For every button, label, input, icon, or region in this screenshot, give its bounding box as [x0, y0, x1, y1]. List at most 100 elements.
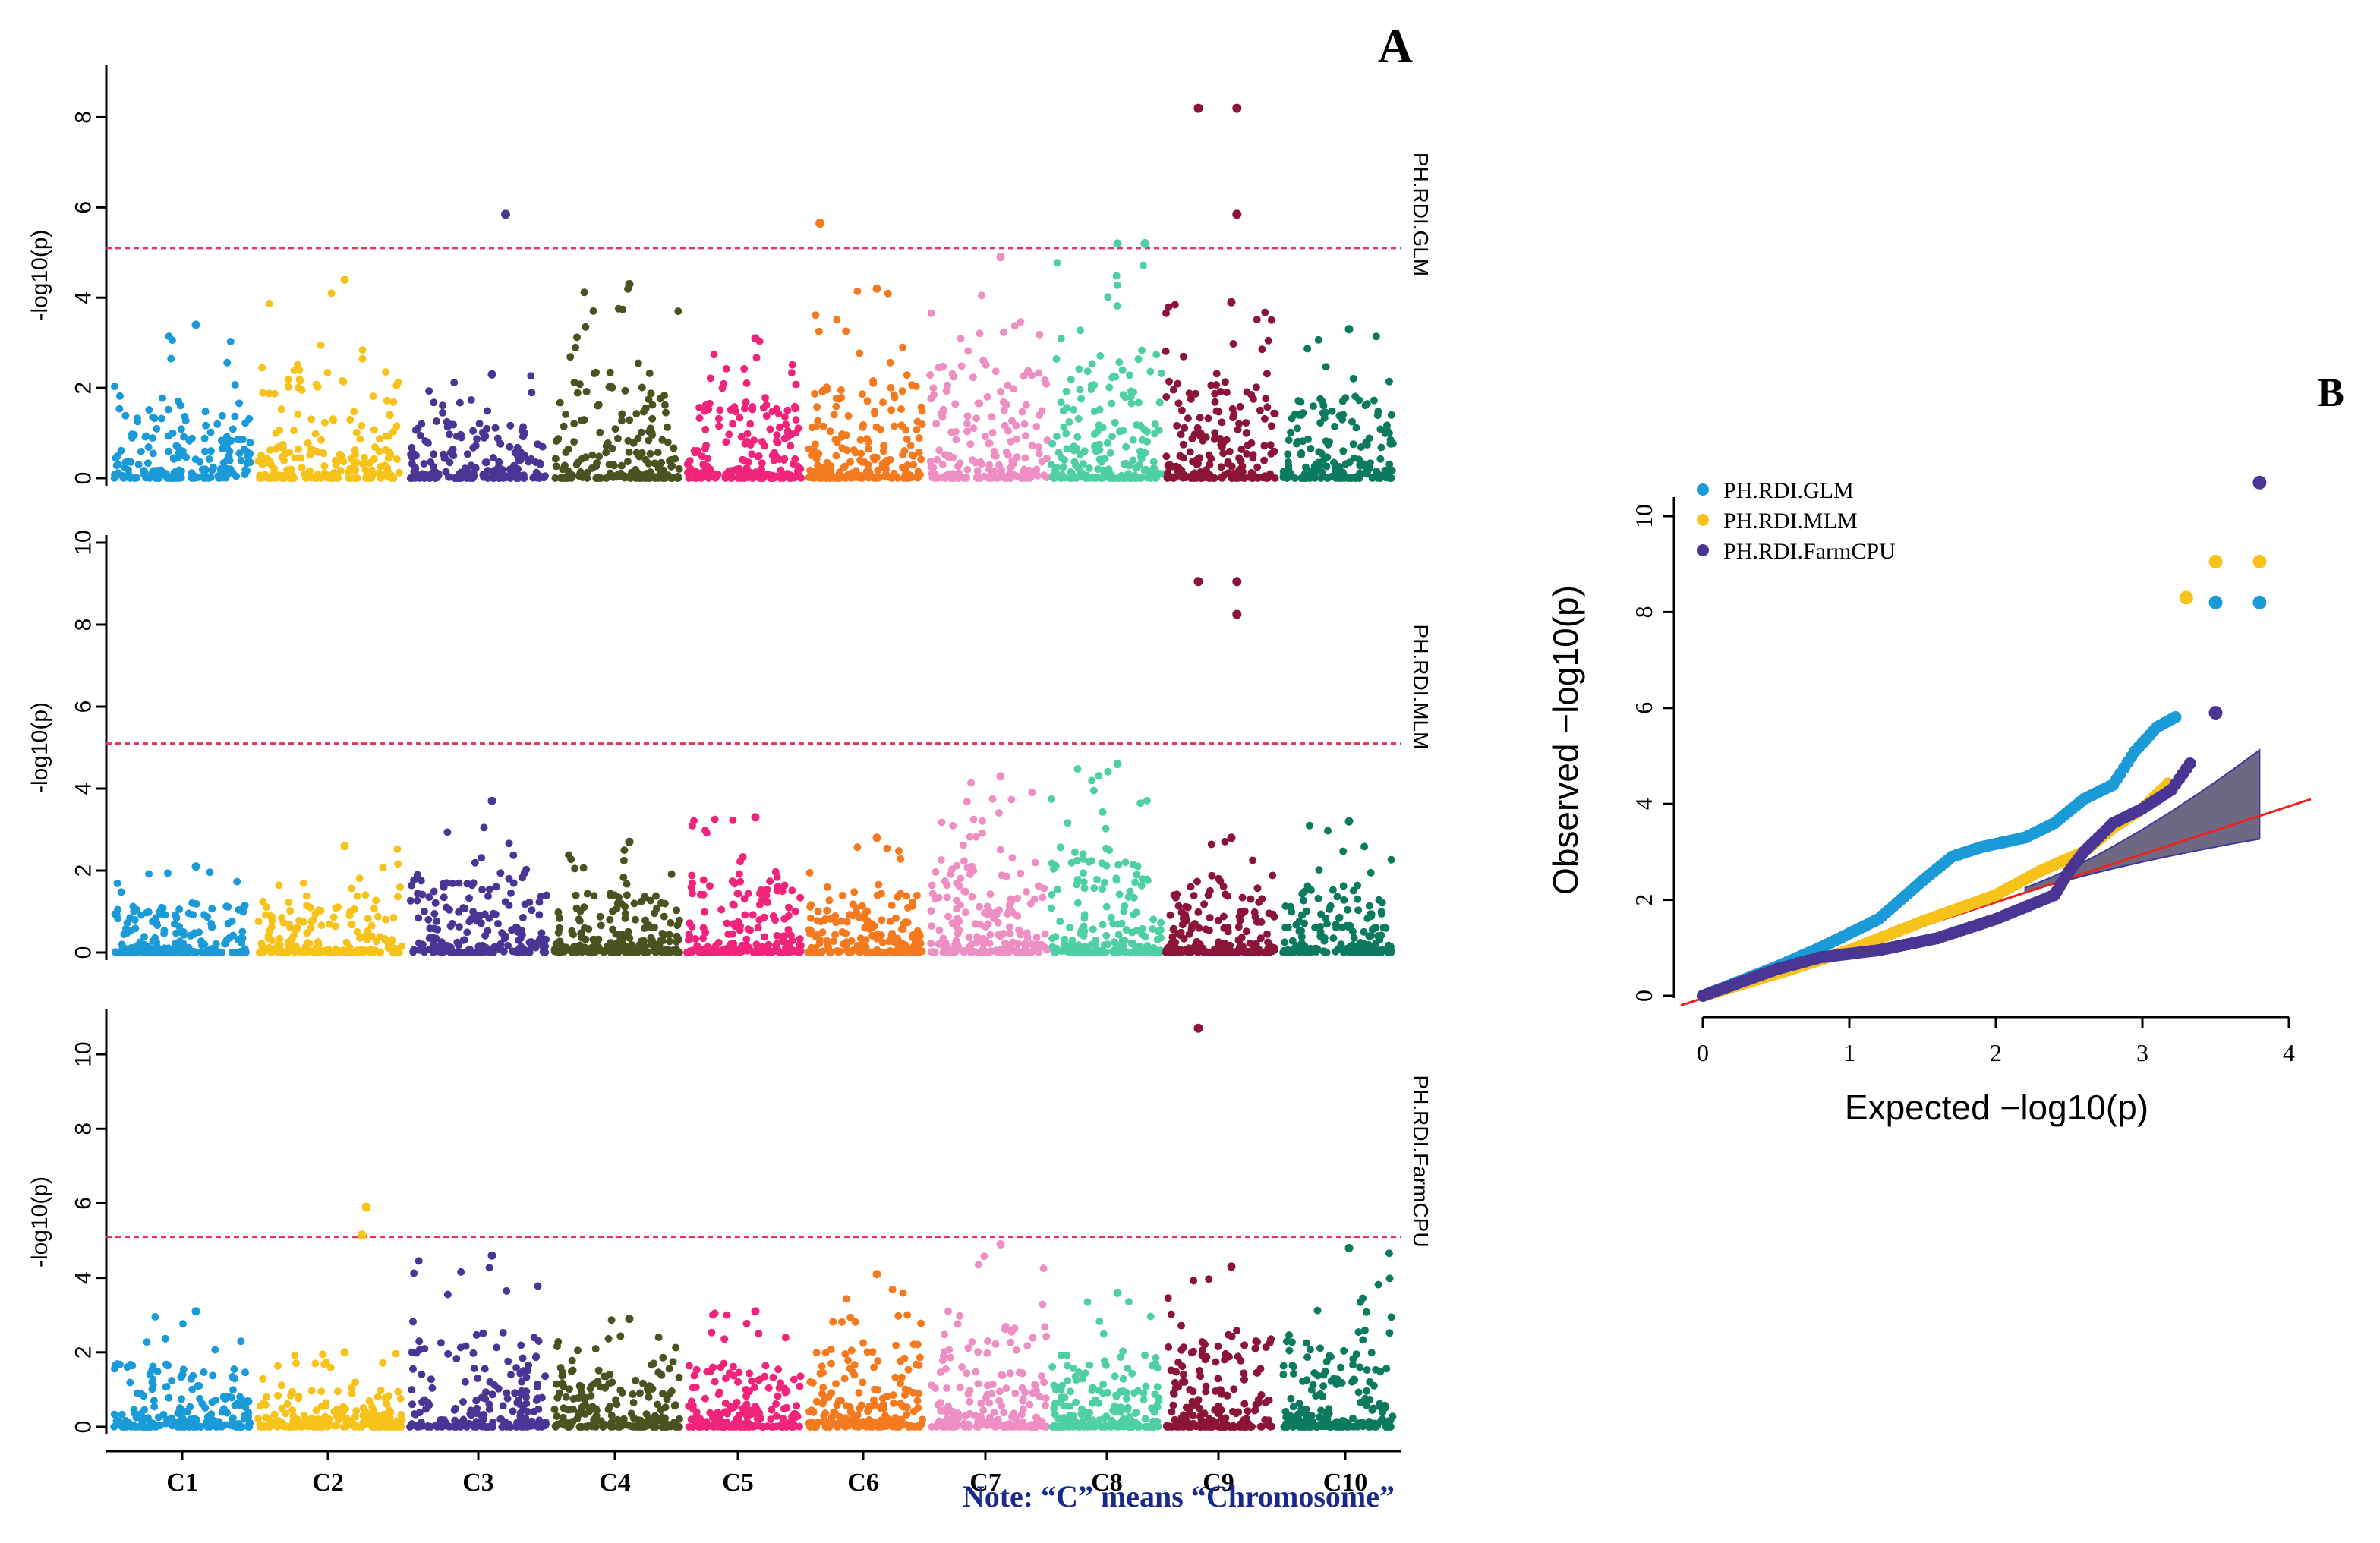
snp-point [284, 938, 292, 946]
snp-point [964, 347, 972, 355]
snp-point [408, 1348, 416, 1356]
snp-point [739, 1409, 747, 1417]
snp-point [133, 474, 140, 482]
snp-point [1360, 842, 1369, 851]
y-tick-label: 8 [71, 1123, 96, 1135]
snp-point [1049, 864, 1058, 873]
snp-point [695, 414, 704, 422]
snp-point [1087, 857, 1095, 865]
snp-point [393, 1417, 401, 1425]
snp-point [455, 923, 463, 931]
snp-point [952, 937, 960, 945]
snp-point [659, 1353, 667, 1362]
snp-point [1059, 463, 1067, 471]
snp-point [898, 387, 906, 395]
snp-point [1157, 369, 1165, 377]
snp-point [832, 452, 840, 460]
chromosome-C4-points [551, 279, 683, 482]
snp-point [1054, 449, 1063, 457]
snp-point [430, 450, 438, 458]
snp-point [941, 451, 949, 459]
snp-point [830, 937, 838, 946]
snp-point [358, 354, 367, 363]
snp-point [954, 462, 962, 471]
snp-point [562, 1393, 570, 1401]
snp-point [455, 879, 463, 887]
chromosome-C7-points [927, 772, 1051, 956]
snp-point [1242, 927, 1250, 936]
snp-point [1063, 445, 1071, 453]
snp-point [570, 420, 578, 428]
snp-point [729, 420, 737, 428]
snp-point [844, 1356, 852, 1365]
snp-point [471, 858, 479, 867]
snp-point [246, 439, 254, 447]
snp-point [1314, 894, 1322, 902]
snp-point [1376, 455, 1385, 463]
chromosome-C3-points [406, 796, 550, 956]
snp-point [1219, 912, 1228, 921]
snp-point [814, 907, 822, 915]
snp-point [734, 890, 742, 898]
snp-point [988, 795, 997, 803]
snp-point [237, 1337, 245, 1346]
snp-point [179, 1320, 187, 1328]
snp-point [1340, 896, 1348, 904]
snp-point [583, 890, 591, 898]
chromosome-C7-points [926, 253, 1051, 482]
snp-point [210, 948, 218, 956]
snp-point [730, 880, 739, 888]
snp-point [1356, 461, 1364, 469]
snp-point [1080, 878, 1088, 886]
snp-point [351, 1378, 360, 1387]
snp-point [1133, 862, 1142, 871]
snp-point [175, 905, 184, 913]
snp-point [459, 1415, 468, 1424]
snp-point [621, 914, 629, 922]
snp-point [172, 929, 180, 937]
snp-point [311, 430, 320, 438]
snp-point [616, 1332, 625, 1340]
snp-point [504, 1357, 512, 1365]
snp-point [1138, 346, 1146, 354]
snp-point [585, 1407, 594, 1415]
snp-point [883, 456, 891, 464]
snp-point [900, 949, 908, 956]
snp-point [1129, 436, 1137, 444]
snp-point [952, 473, 960, 481]
peak-snp-point [625, 837, 634, 846]
snp-point [972, 458, 980, 467]
snp-point [961, 908, 969, 917]
snp-point [903, 371, 911, 379]
snp-point [917, 1319, 925, 1327]
snp-point [983, 948, 991, 956]
snp-point [1156, 926, 1165, 934]
snp-point [525, 938, 534, 946]
snp-point [1059, 407, 1067, 415]
snp-point [285, 921, 294, 929]
peak-snp-point [487, 1251, 496, 1260]
snp-point [361, 891, 370, 899]
snp-point [386, 411, 394, 418]
snp-point [504, 942, 512, 949]
snp-point [596, 912, 604, 921]
snp-point [493, 1343, 501, 1352]
snp-point [985, 461, 994, 469]
snp-point [512, 1423, 521, 1431]
snp-point [149, 449, 157, 458]
snp-point [727, 467, 735, 475]
snp-point [629, 1422, 637, 1431]
snp-point [675, 1415, 683, 1423]
snp-point [891, 422, 898, 430]
snp-point [358, 346, 367, 354]
y-tick-label: 6 [71, 1197, 96, 1210]
snp-point [1266, 441, 1275, 449]
snp-point [953, 879, 961, 887]
snp-point [270, 1410, 279, 1419]
snp-point [151, 1313, 159, 1321]
snp-point [1205, 451, 1213, 459]
snp-point [862, 936, 870, 944]
snp-point [660, 401, 669, 409]
snp-point [662, 408, 670, 417]
snp-point [1367, 932, 1375, 940]
